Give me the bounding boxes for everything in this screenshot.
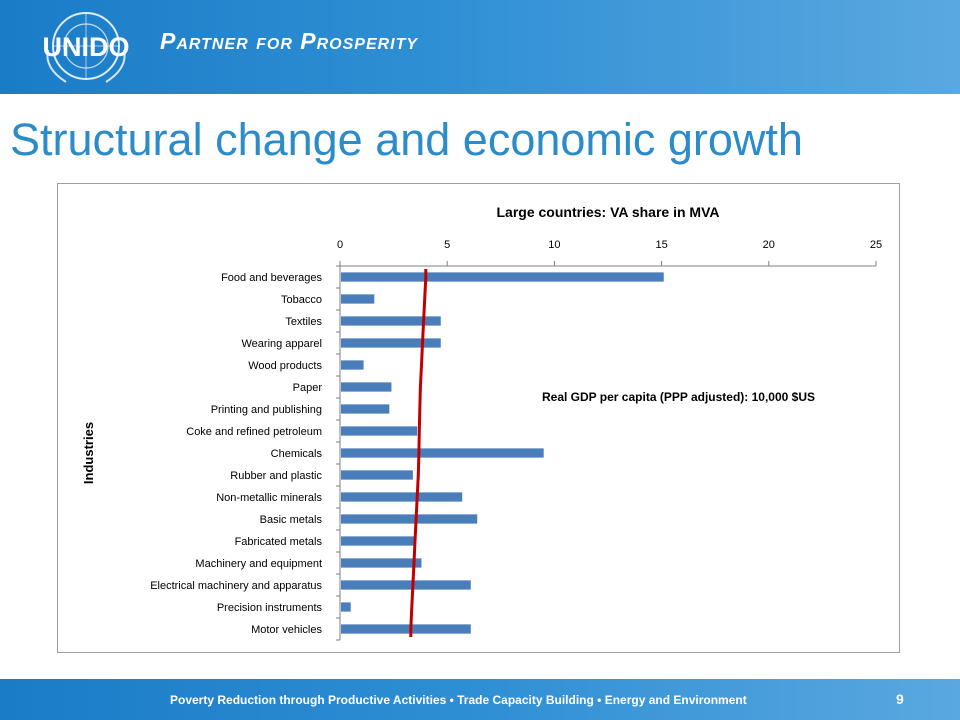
bar (341, 360, 364, 370)
x-tick-label: 5 (444, 239, 450, 251)
category-label: Wood products (248, 360, 322, 372)
bar-chart: Large countries: VA share in MVA Industr… (81, 204, 882, 641)
bar-series (341, 272, 664, 634)
category-label: Food and beverages (221, 272, 322, 284)
logo-text: UNIDO (43, 32, 130, 62)
chart-frame (57, 183, 900, 653)
category-label: Wearing apparel (241, 338, 322, 350)
footer-text: Poverty Reduction through Productive Act… (170, 693, 747, 707)
bar (341, 580, 471, 590)
bar (341, 316, 441, 326)
bar (341, 514, 478, 524)
chart-axes (336, 261, 877, 641)
footer-banner: Poverty Reduction through Productive Act… (0, 679, 960, 720)
gdp-reference-line (409, 269, 428, 637)
x-tick-label: 0 (337, 239, 343, 251)
bar (341, 426, 418, 436)
gdp-annotation: Real GDP per capita (PPP adjusted): 10,0… (542, 390, 815, 404)
chart-title: Large countries: VA share in MVA (496, 204, 719, 220)
category-label: Non-metallic minerals (216, 492, 322, 504)
x-tick-label: 10 (548, 239, 560, 251)
bar (341, 558, 422, 568)
category-label: Textiles (285, 316, 322, 328)
x-tick-labels: 0 5 10 15 20 25 (337, 239, 882, 251)
category-label: Printing and publishing (211, 404, 322, 416)
category-label: Coke and refined petroleum (186, 426, 322, 438)
category-label: Precision instruments (217, 602, 323, 614)
slide-title: Structural change and economic growth (10, 114, 803, 165)
category-label: Fabricated metals (235, 536, 323, 548)
category-label: Basic metals (260, 514, 323, 526)
category-label: Tobacco (281, 294, 322, 306)
category-labels: Food and beverages Tobacco Textiles Wearing… (150, 272, 322, 636)
bar (341, 272, 664, 282)
category-label: Paper (293, 382, 323, 394)
category-label: Machinery and equipment (195, 558, 322, 570)
category-label: Electrical machinery and apparatus (150, 580, 322, 592)
tagline: Partner for Prosperity (160, 28, 419, 54)
category-label: Chemicals (271, 448, 323, 460)
bar (341, 602, 351, 612)
page-number: 9 (896, 691, 904, 707)
bar (341, 492, 463, 502)
x-tick-label: 25 (870, 239, 882, 251)
unido-logo: UNIDO (43, 12, 130, 83)
bar (341, 294, 375, 304)
bar (341, 382, 392, 392)
bar (341, 470, 413, 480)
header-banner: UNIDO Partner for Prosperity (0, 0, 960, 94)
bar (341, 448, 544, 458)
x-tick-label: 20 (763, 239, 775, 251)
bar (341, 404, 390, 414)
bar (341, 536, 416, 546)
bar (341, 624, 471, 634)
category-label: Rubber and plastic (230, 470, 322, 482)
y-axis-label: Industries (81, 422, 96, 484)
category-label: Motor vehicles (251, 624, 322, 636)
bar (341, 338, 441, 348)
x-tick-label: 15 (655, 239, 667, 251)
